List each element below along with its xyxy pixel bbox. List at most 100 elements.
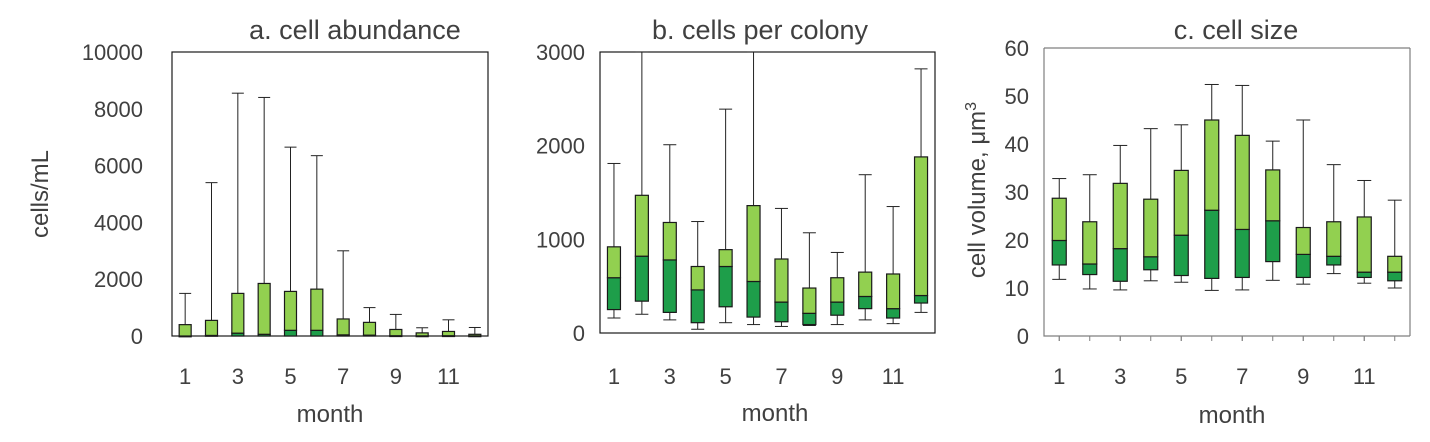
box-lower-q1-median: [634, 255, 649, 302]
box-upper-median-q3: [1204, 119, 1220, 211]
y-axis-label: cells/mL: [27, 150, 54, 238]
x-tick-label: 3: [1114, 364, 1126, 389]
axis-lines: [1043, 48, 1410, 337]
box-lower-q1-median: [1326, 255, 1342, 266]
box-upper-median-q3: [178, 324, 192, 337]
box-upper-median-q3: [913, 156, 929, 297]
box-lower-q1-median: [310, 329, 324, 337]
box-lower-q1-median: [1204, 209, 1220, 280]
y-tick-label: 10000: [82, 40, 143, 65]
box-upper-median-q3: [886, 273, 901, 310]
box-upper-median-q3: [662, 221, 677, 261]
box-upper-median-q3: [830, 277, 845, 303]
x-tick-label: 7: [337, 364, 349, 389]
box-upper-median-q3: [1082, 221, 1098, 265]
box-upper-median-q3: [231, 292, 245, 334]
box-lower-q1-median: [718, 265, 733, 308]
box-upper-median-q3: [1326, 221, 1342, 257]
y-tick-label: 30: [1005, 180, 1029, 205]
y-tick-label: 0: [1017, 324, 1029, 349]
x-tick-label: 11: [882, 364, 905, 389]
box-lower-q1-median: [662, 259, 677, 313]
x-tick-label: 11: [1353, 364, 1376, 389]
panel-c-cell-size: c. cell size 0 10 20 30 40 50 60 1 3 5 7 9 11 month cel…: [963, 15, 1411, 429]
box-lower-q1-median: [1173, 234, 1189, 277]
box-upper-median-q3: [718, 249, 733, 268]
box-upper-median-q3: [336, 318, 350, 336]
x-tick-label: 9: [831, 364, 843, 389]
y-tick-label: 4000: [94, 210, 143, 235]
x-tick-label: 1: [179, 364, 191, 389]
box-upper-median-q3: [204, 319, 219, 337]
box-upper-median-q3: [858, 271, 873, 298]
chart-title: c. cell size: [1174, 15, 1299, 45]
panel-a-cell-abundance: a. cell abundance 0 2000 4000 6000 8000 10000 1…: [27, 15, 489, 428]
box-upper-median-q3: [1112, 182, 1128, 250]
box-lower-q1-median: [283, 329, 298, 337]
y-axis-label: cell volume, μm3: [963, 102, 991, 278]
box-upper-median-q3: [802, 287, 817, 314]
box-lower-q1-median: [830, 301, 845, 316]
box-lower-q1-median: [1356, 271, 1372, 279]
y-tick-label: 2000: [536, 134, 585, 159]
box-upper-median-q3: [468, 333, 482, 337]
x-tick-label: 9: [390, 364, 402, 389]
panel-b-cells-per-colony: b. cells per colony 0 1000 2000 3000 1 3 5 7 9 11 m…: [536, 15, 936, 427]
box-upper-median-q3: [1173, 169, 1189, 236]
box-lower-q1-median: [746, 280, 761, 318]
box-lower-q1-median: [913, 294, 929, 304]
chart-title: b. cells per colony: [652, 15, 869, 45]
box-upper-median-q3: [774, 258, 789, 303]
x-tick-label: 5: [720, 364, 732, 389]
x-tick-label: 7: [1236, 364, 1248, 389]
x-tick-label: 11: [437, 364, 460, 389]
box-lower-q1-median: [690, 289, 705, 324]
box-upper-median-q3: [441, 330, 456, 337]
box-upper-median-q3: [257, 282, 271, 335]
box-upper-median-q3: [1143, 198, 1159, 258]
x-axis-label: month: [742, 400, 809, 427]
x-tick-label: 3: [664, 364, 676, 389]
box-upper-median-q3: [606, 246, 622, 279]
x-axis-label: month: [297, 401, 364, 428]
y-axis-label-superscript: 3: [963, 102, 980, 111]
y-tick-label: 50: [1005, 84, 1029, 109]
x-tick-label: 9: [1297, 364, 1309, 389]
x-tick-label: 3: [232, 364, 244, 389]
plot-frame: [599, 51, 936, 334]
x-tick-label: 1: [608, 364, 620, 389]
box-upper-median-q3: [1387, 255, 1403, 273]
box-upper-median-q3: [634, 194, 649, 257]
box-upper-median-q3: [415, 332, 429, 337]
x-tick-label: 5: [1175, 364, 1187, 389]
box-lower-q1-median: [606, 277, 622, 311]
y-tick-label: 10: [1005, 276, 1029, 301]
box-lower-q1-median: [1112, 248, 1128, 282]
box-upper-median-q3: [362, 321, 377, 336]
box-upper-median-q3: [283, 290, 298, 331]
plot-frame: [171, 51, 489, 337]
box-upper-median-q3: [1356, 216, 1372, 273]
y-tick-label: 0: [573, 321, 585, 346]
box-upper-median-q3: [690, 265, 705, 291]
box-lower-q1-median: [774, 301, 789, 323]
box-lower-q1-median: [1295, 253, 1311, 279]
box-lower-q1-median: [1234, 228, 1250, 279]
y-tick-label: 2000: [94, 267, 143, 292]
y-tick-label: 3000: [536, 40, 585, 65]
box-lower-q1-median: [1143, 256, 1159, 271]
box-lower-q1-median: [1082, 263, 1098, 276]
y-tick-label: 6000: [94, 154, 143, 179]
box-upper-median-q3: [1051, 197, 1067, 242]
box-upper-median-q3: [746, 205, 761, 283]
box-lower-q1-median: [886, 308, 901, 319]
x-tick-label: 7: [775, 364, 787, 389]
chart-title: a. cell abundance: [249, 15, 461, 45]
box-upper-median-q3: [310, 288, 324, 331]
box-upper-median-q3: [1234, 134, 1250, 231]
box-lower-q1-median: [858, 295, 873, 310]
box-lower-q1-median: [1387, 271, 1403, 282]
y-tick-label: 20: [1005, 228, 1029, 253]
y-tick-label: 1000: [536, 227, 585, 252]
